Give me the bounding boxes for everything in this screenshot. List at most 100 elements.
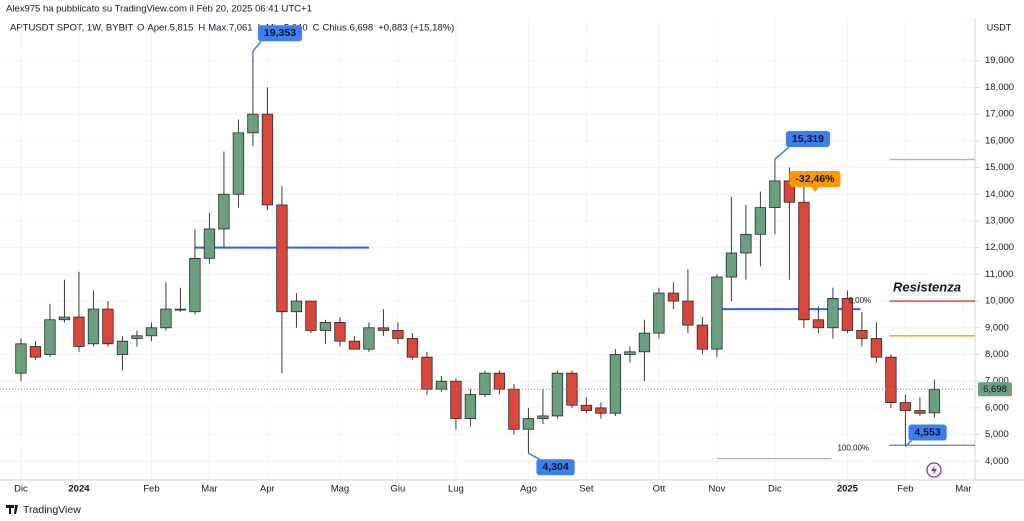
candle-body — [319, 322, 332, 331]
candle-body — [508, 388, 520, 430]
candle-body — [696, 324, 709, 350]
x-tick-label: 2024 — [68, 484, 90, 495]
candle-body — [261, 113, 274, 206]
candle-body — [580, 404, 593, 411]
symbol-title: APTUSDT SPOT, 1W, BYBIT — [10, 23, 134, 34]
y-tick-label: 5,000 — [985, 429, 1009, 440]
y-tick-label: 16,000 — [985, 135, 1014, 146]
x-tick-label: Mar — [955, 484, 971, 495]
y-tick-label: 4,000 — [985, 456, 1009, 467]
y-tick-label: 13,000 — [985, 215, 1014, 226]
candle-body — [479, 372, 491, 395]
y-tick-label: 17,000 — [985, 109, 1014, 120]
candle-body — [102, 308, 114, 345]
callout: 4,304 — [528, 452, 575, 476]
callout-box — [908, 424, 947, 441]
callout: 4,553 — [904, 424, 947, 448]
y-tick-label: 12,000 — [985, 242, 1014, 253]
candle-body — [435, 380, 448, 390]
candle-body — [667, 292, 680, 302]
candle-body — [827, 298, 839, 329]
candle-body — [638, 332, 651, 353]
x-tick-label: Feb — [897, 484, 913, 495]
candle-body — [73, 316, 85, 347]
candle-body — [392, 330, 404, 339]
candle-body — [334, 322, 346, 342]
candle-body — [798, 201, 810, 321]
candle-body — [522, 418, 535, 430]
candle-body — [754, 207, 767, 235]
candle-body — [682, 300, 694, 326]
candle-body — [711, 276, 723, 350]
x-tick-label: 2025 — [837, 484, 859, 495]
candle-body — [812, 319, 825, 329]
x-tick-label: Giu — [391, 484, 406, 495]
candle-body — [653, 292, 665, 334]
candle-body — [551, 372, 564, 417]
candle-body — [740, 233, 752, 254]
candle-body — [232, 132, 245, 195]
level-label: 100,00% — [837, 444, 869, 453]
brand-logo — [6, 505, 18, 514]
legend-item: O — [137, 23, 144, 34]
candle-body — [174, 308, 187, 311]
legend-item: Aper.5,815 — [147, 23, 193, 34]
candle-body — [116, 340, 129, 355]
candle-body — [609, 354, 622, 414]
callout-box — [785, 131, 831, 148]
level-label: 0,00% — [848, 296, 871, 305]
y-tick-label: 19,000 — [985, 55, 1014, 66]
x-tick-label: Apr — [260, 484, 275, 495]
lightning-icon — [926, 462, 942, 478]
callout-pointer — [252, 40, 262, 52]
callout-pointer — [528, 452, 540, 460]
candle-body — [914, 410, 926, 414]
candle-body — [725, 252, 738, 278]
brand-name: TradingView — [23, 504, 81, 516]
last-price-box — [978, 382, 1012, 397]
candle-body — [421, 356, 433, 390]
candle-body — [537, 415, 549, 419]
legend-item: C — [313, 23, 320, 34]
callout: 15,319 — [774, 131, 831, 160]
level-label: Resistenza — [893, 280, 961, 295]
y-tick-label: 9,000 — [985, 322, 1009, 333]
callout-pointer — [904, 440, 912, 448]
candle-body — [29, 346, 42, 358]
callout-text: 4,553 — [914, 426, 940, 438]
callout-arrow — [810, 187, 819, 193]
candle-body — [493, 372, 506, 390]
y-tick-label: 18,000 — [985, 82, 1014, 93]
x-tick-label: Dic — [768, 484, 782, 495]
y-tick-label: 11,000 — [985, 269, 1013, 280]
x-tick-label: Ott — [653, 484, 666, 495]
candle-body — [406, 338, 419, 358]
callout-box — [789, 171, 841, 188]
candle-body — [290, 300, 303, 313]
candle-body — [899, 402, 912, 411]
candle-body — [348, 340, 361, 350]
x-tick-label: Lug — [448, 484, 464, 495]
candle-body — [928, 388, 941, 414]
candle-body — [841, 298, 854, 331]
candle-body — [305, 300, 317, 331]
y-tick-label: 8,000 — [985, 349, 1009, 360]
x-tick-label: Dic — [14, 484, 28, 495]
legend-item: +0,883 (+15,18%) — [378, 23, 454, 34]
callout-text: 15,319 — [792, 133, 824, 145]
legend-item: Chius.6,698 — [323, 23, 374, 34]
callout-text: -32,46% — [795, 173, 835, 185]
candle-body — [87, 308, 100, 345]
x-tick-label: Mar — [201, 484, 217, 495]
candle-body — [145, 327, 158, 337]
callout-box — [257, 25, 303, 42]
candle-body — [15, 343, 27, 374]
y-tick-label: 15,000 — [985, 162, 1014, 173]
candle-body — [363, 327, 375, 350]
candle-body — [247, 113, 259, 134]
legend-item: H — [198, 23, 205, 34]
candle-body — [44, 319, 56, 355]
x-tick-label: Feb — [143, 484, 159, 495]
